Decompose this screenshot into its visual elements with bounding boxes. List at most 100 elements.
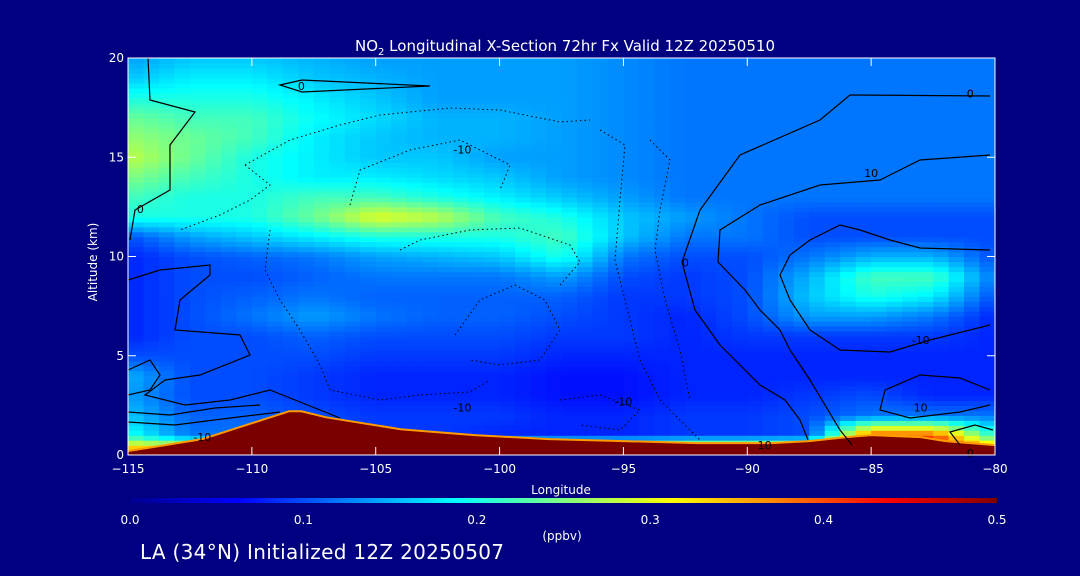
heatmap-cell bbox=[577, 82, 594, 89]
heatmap-cell bbox=[871, 355, 888, 362]
heatmap-cell bbox=[577, 340, 594, 347]
heatmap-cell bbox=[577, 430, 594, 436]
heatmap-cell bbox=[453, 395, 470, 401]
heatmap-cell bbox=[700, 316, 717, 322]
heatmap-cell bbox=[236, 345, 253, 352]
heatmap-cell bbox=[577, 236, 594, 243]
heatmap-cell bbox=[236, 102, 253, 109]
heatmap-cell bbox=[902, 390, 919, 397]
heatmap-cell bbox=[298, 330, 315, 337]
heatmap-cell bbox=[700, 296, 717, 302]
heatmap-cell bbox=[871, 345, 888, 352]
heatmap-cell bbox=[530, 231, 547, 238]
heatmap-cell bbox=[422, 206, 439, 213]
heatmap-cell bbox=[344, 335, 361, 342]
heatmap-cell bbox=[546, 206, 563, 213]
heatmap-cell bbox=[778, 271, 795, 277]
heatmap-cell bbox=[592, 296, 609, 302]
heatmap-cell bbox=[128, 306, 145, 312]
heatmap-cell bbox=[592, 92, 609, 99]
heatmap-cell bbox=[933, 246, 950, 253]
heatmap-cell bbox=[886, 67, 903, 74]
heatmap-cell bbox=[700, 192, 717, 198]
heatmap-cell bbox=[700, 67, 717, 74]
heatmap-cell bbox=[159, 430, 176, 436]
heatmap-cell bbox=[871, 162, 888, 168]
heatmap-cell bbox=[344, 112, 361, 119]
heatmap-cell bbox=[716, 281, 733, 287]
heatmap-cell bbox=[979, 440, 995, 446]
heatmap-cell bbox=[809, 72, 826, 79]
heatmap-cell bbox=[267, 216, 284, 223]
heatmap-cell bbox=[731, 241, 748, 248]
heatmap-cell bbox=[205, 236, 222, 243]
heatmap-cell bbox=[902, 425, 919, 431]
heatmap-cell bbox=[437, 67, 454, 74]
heatmap-cell bbox=[251, 256, 268, 263]
heatmap-cell bbox=[871, 301, 888, 307]
heatmap-cell bbox=[128, 231, 145, 238]
heatmap-cell bbox=[174, 196, 191, 203]
heatmap-cell bbox=[577, 360, 594, 367]
heatmap-cell bbox=[530, 112, 547, 119]
heatmap-cell bbox=[515, 410, 532, 416]
heatmap-cell bbox=[561, 281, 578, 287]
heatmap-cell bbox=[731, 117, 748, 124]
heatmap-cell bbox=[700, 430, 717, 436]
heatmap-cell bbox=[871, 321, 888, 327]
heatmap-cell bbox=[886, 246, 903, 253]
heatmap-cell bbox=[159, 251, 176, 258]
heatmap-cell bbox=[406, 77, 423, 84]
heatmap-cell bbox=[189, 326, 206, 332]
heatmap-cell bbox=[313, 157, 330, 163]
heatmap-cell bbox=[654, 82, 671, 89]
heatmap-cell bbox=[453, 296, 470, 302]
heatmap-cell bbox=[933, 142, 950, 148]
heatmap-cell bbox=[654, 182, 671, 188]
heatmap-cell bbox=[716, 72, 733, 79]
heatmap-cell bbox=[669, 355, 686, 362]
heatmap-cell bbox=[809, 326, 826, 332]
heatmap-cell bbox=[391, 82, 408, 89]
heatmap-cell bbox=[561, 102, 578, 109]
heatmap-cell bbox=[329, 147, 346, 153]
heatmap-cell bbox=[251, 216, 268, 223]
heatmap-cell bbox=[979, 137, 995, 143]
heatmap-cell bbox=[592, 241, 609, 248]
heatmap-cell bbox=[484, 72, 501, 79]
heatmap-cell bbox=[654, 172, 671, 178]
heatmap-cell bbox=[855, 167, 872, 173]
heatmap-cell bbox=[313, 63, 330, 69]
heatmap-cell bbox=[716, 340, 733, 347]
heatmap-cell bbox=[561, 390, 578, 397]
heatmap-cell bbox=[515, 330, 532, 337]
heatmap-cell bbox=[468, 321, 485, 327]
heatmap-cell bbox=[747, 365, 764, 372]
heatmap-cell bbox=[298, 370, 315, 377]
heatmap-cell bbox=[437, 306, 454, 312]
heatmap-cell bbox=[700, 340, 717, 347]
heatmap-cell bbox=[530, 147, 547, 153]
heatmap-cell bbox=[840, 425, 857, 431]
heatmap-cell bbox=[128, 147, 145, 153]
heatmap-cell bbox=[809, 345, 826, 352]
heatmap-cell bbox=[654, 390, 671, 397]
heatmap-cell bbox=[499, 395, 516, 401]
heatmap-cell bbox=[422, 231, 439, 238]
heatmap-cell bbox=[189, 122, 206, 129]
heatmap-cell bbox=[437, 142, 454, 148]
heatmap-cell bbox=[499, 296, 516, 302]
heatmap-cell bbox=[546, 147, 563, 153]
heatmap-cell bbox=[313, 330, 330, 337]
heatmap-cell bbox=[406, 375, 423, 382]
heatmap-cell bbox=[855, 182, 872, 188]
heatmap-cell bbox=[561, 127, 578, 134]
heatmap-cell bbox=[669, 435, 686, 441]
heatmap-cell bbox=[964, 291, 981, 297]
heatmap-cell bbox=[731, 107, 748, 114]
heatmap-cell bbox=[546, 182, 563, 188]
heatmap-cell bbox=[561, 251, 578, 258]
heatmap-cell bbox=[762, 345, 779, 352]
heatmap-cell bbox=[437, 201, 454, 208]
heatmap-cell bbox=[251, 385, 268, 392]
